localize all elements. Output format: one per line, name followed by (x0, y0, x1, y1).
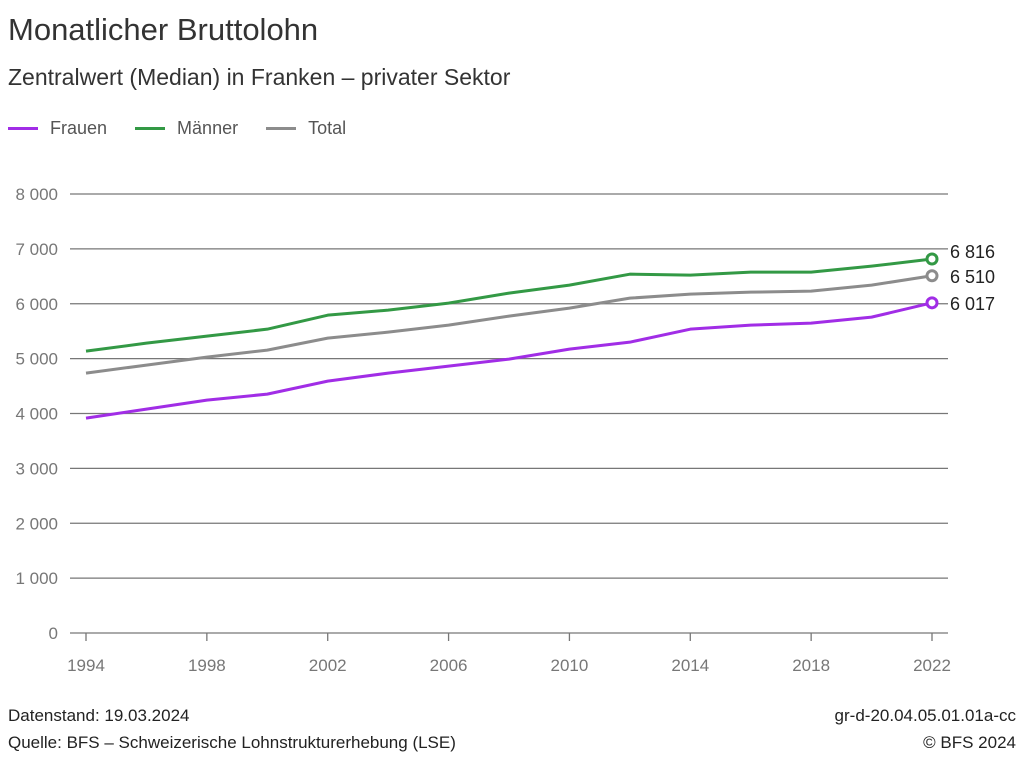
y-tick-label: 4 000 (15, 405, 58, 424)
legend-label: Frauen (50, 118, 108, 138)
legend: Frauen Männer Total (8, 118, 346, 139)
y-tick-label: 2 000 (15, 514, 58, 533)
series-line-männer (85, 257, 933, 353)
x-tick-label: 2006 (430, 656, 468, 675)
legend-label: Männer (177, 118, 239, 138)
x-tick-label: 2010 (551, 656, 589, 675)
legend-item-maenner[interactable]: Männer (135, 118, 238, 139)
y-tick-label: 1 000 (15, 569, 58, 588)
y-tick-label: 5 000 (15, 350, 58, 369)
x-tick-label: 2014 (671, 656, 709, 675)
series-line-total (85, 274, 933, 375)
y-tick-label: 3 000 (15, 459, 58, 478)
x-tick-label: 1998 (188, 656, 226, 675)
chart-subtitle: Zentralwert (Median) in Franken – privat… (8, 64, 511, 90)
legend-swatch (266, 127, 297, 130)
chart-title: Monatlicher Bruttolohn (8, 12, 319, 47)
legend-swatch (8, 127, 38, 130)
y-tick-label: 6 000 (15, 295, 58, 314)
end-data-label: 6 017 (950, 294, 995, 314)
legend-label: Total (308, 118, 347, 138)
legend-item-total[interactable]: Total (266, 118, 346, 139)
legend-item-frauen[interactable]: Frauen (8, 118, 107, 139)
x-tick-label: 2022 (913, 656, 951, 675)
x-tick-label: 2002 (309, 656, 347, 675)
datenstand: Datenstand: 19.03.2024 (8, 706, 190, 725)
end-point-marker (925, 269, 939, 283)
copyright: © BFS 2024 (923, 733, 1016, 752)
x-tick-label: 1994 (67, 656, 105, 675)
y-tick-label: 0 (49, 624, 58, 643)
end-data-label: 6 816 (950, 242, 995, 262)
source: Quelle: BFS – Schweizerische Lohnstruktu… (8, 733, 456, 752)
chart-code: gr-d-20.04.05.01.01a-cc (834, 706, 1016, 725)
y-tick-label: 8 000 (15, 185, 58, 204)
series-line-frauen (85, 301, 933, 420)
end-point-marker (925, 252, 939, 266)
legend-swatch (135, 127, 166, 130)
end-point-marker (925, 296, 939, 310)
y-tick-label: 7 000 (15, 240, 58, 259)
end-data-label: 6 510 (950, 267, 995, 287)
x-tick-label: 2018 (792, 656, 830, 675)
